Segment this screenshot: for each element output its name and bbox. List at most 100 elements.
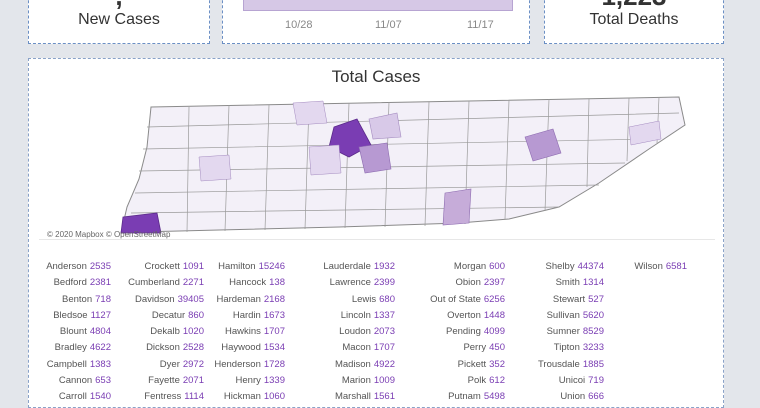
county-row[interactable]: Loudon 2073 xyxy=(323,324,395,340)
county-name: Campbell xyxy=(46,358,87,370)
county-cases: 4922 xyxy=(373,358,395,370)
county-column: Crockett 1091 Cumberland 2271 Davidson 39405 D… xyxy=(128,259,204,406)
county-map-svg[interactable] xyxy=(39,87,715,239)
county-cases: 718 xyxy=(95,293,111,305)
county-row[interactable]: Benton 718 xyxy=(46,292,111,308)
county-cases: 6581 xyxy=(665,261,687,272)
county-name: Marshall xyxy=(334,391,371,403)
county-row[interactable]: Carroll 1540 xyxy=(46,389,111,405)
county-cases: 4622 xyxy=(89,342,111,354)
county-row[interactable]: Sullivan 5620 xyxy=(538,308,604,324)
county-row[interactable]: Overton 1448 xyxy=(430,308,505,324)
county-name: Putnam xyxy=(448,391,481,403)
county-row[interactable]: Union 666 xyxy=(538,389,604,405)
county-row[interactable]: Out of State 6256 xyxy=(430,292,505,308)
county-name: Haywood xyxy=(221,342,261,354)
county-row[interactable]: Henry 1339 xyxy=(214,373,285,389)
county-cases: 860 xyxy=(188,309,204,321)
county-row[interactable]: Fayette 2071 xyxy=(128,373,204,389)
trend-tick: 10/28 xyxy=(285,19,313,31)
knox-county[interactable] xyxy=(524,128,562,162)
county-name: Hawkins xyxy=(224,326,261,338)
williamson-county[interactable] xyxy=(308,144,342,176)
county-row[interactable]: Obion 2397 xyxy=(430,275,506,291)
county-name: Smith xyxy=(555,277,580,289)
county-row[interactable]: Dickson 2528 xyxy=(128,340,204,356)
county-row[interactable]: Cannon 653 xyxy=(46,373,111,389)
county-row[interactable]: Macon 1707 xyxy=(323,340,395,356)
county-row[interactable]: Putnam 5498 xyxy=(430,389,505,405)
county-row[interactable]: Fentress 1114 xyxy=(128,389,204,405)
county-row[interactable]: Lawrence 2399 xyxy=(323,275,395,291)
county-cases: 680 xyxy=(379,293,395,305)
county-row[interactable]: Madison 4922 xyxy=(323,357,395,373)
county-cases: 1534 xyxy=(263,342,285,354)
county-name: Fentress xyxy=(144,391,182,403)
county-row[interactable]: Marshall 1561 xyxy=(323,389,395,405)
county-row[interactable]: Bedford 2381 xyxy=(46,275,111,291)
county-name: Bedford xyxy=(53,277,87,289)
hamilton-county[interactable] xyxy=(442,188,472,226)
county-row[interactable]: Dyer 2972 xyxy=(128,357,204,373)
sumner-county[interactable] xyxy=(368,112,402,140)
county-row[interactable]: Unicoi 719 xyxy=(538,373,604,389)
county-row[interactable]: Haywood 1534 xyxy=(214,340,285,356)
county-row[interactable]: Lincoln 1337 xyxy=(323,308,395,324)
county-row[interactable]: Sumner 8529 xyxy=(538,324,604,340)
county-row[interactable]: Hancock 138 xyxy=(214,275,285,291)
county-row[interactable]: Marion 1009 xyxy=(323,373,395,389)
state-outline xyxy=(120,96,686,234)
madison-county[interactable] xyxy=(198,154,232,182)
trend-card: 10/28 11/07 11/17 xyxy=(222,0,530,44)
county-row[interactable]: Bledsoe 1127 xyxy=(46,308,111,324)
county-cases: 1540 xyxy=(89,391,111,403)
county-name: Fayette xyxy=(148,375,180,387)
rutherford-county[interactable] xyxy=(358,142,392,174)
county-row[interactable]: Shelby 44374 xyxy=(538,259,604,275)
county-row[interactable]: Wilson 6581 xyxy=(634,259,687,275)
county-name: Loudon xyxy=(339,326,371,338)
sullivan-county[interactable] xyxy=(628,120,662,146)
county-row[interactable]: Lauderdale 1932 xyxy=(323,259,395,275)
county-row[interactable]: Smith 1314 xyxy=(538,275,604,291)
county-name: Pickett xyxy=(457,358,487,370)
map-copyright: © 2020 Mapbox © OpenStreetMap xyxy=(47,230,171,239)
montgomery-county[interactable] xyxy=(292,100,328,126)
county-row[interactable]: Cumberland 2271 xyxy=(128,275,204,291)
tennessee-map[interactable]: © 2020 Mapbox © OpenStreetMap xyxy=(39,87,715,240)
county-row[interactable]: Crockett 1091 xyxy=(128,259,204,275)
county-row[interactable]: Dekalb 1020 xyxy=(128,324,204,340)
county-name: Hancock xyxy=(229,277,267,289)
county-row[interactable]: Campbell 1383 xyxy=(46,357,111,373)
county-row[interactable]: Hamilton 15246 xyxy=(214,259,285,275)
county-cases: 4099 xyxy=(483,326,505,338)
county-row[interactable]: Trousdale 1885 xyxy=(538,357,604,373)
county-cases: 352 xyxy=(489,358,505,370)
county-name: Hardin xyxy=(232,309,261,321)
county-row[interactable]: Perry 450 xyxy=(430,340,505,356)
county-column: Morgan 600 Obion 2397 Out of State 6256 Overto… xyxy=(430,259,505,406)
county-row[interactable]: Pending 4099 xyxy=(430,324,505,340)
county-row[interactable]: Lewis 680 xyxy=(323,292,395,308)
county-row[interactable]: Hardeman 2168 xyxy=(214,292,286,308)
county-name: Hardeman xyxy=(216,293,261,305)
county-row[interactable]: Davidson 39405 xyxy=(128,292,204,308)
county-row[interactable]: Hardin 1673 xyxy=(214,308,285,324)
county-row[interactable]: Stewart 527 xyxy=(538,292,604,308)
county-row[interactable]: Decatur 860 xyxy=(128,308,204,324)
county-row[interactable]: Henderson 1728 xyxy=(214,357,285,373)
county-cases: 6256 xyxy=(483,293,505,305)
county-row[interactable]: Morgan 600 xyxy=(430,259,505,275)
county-row[interactable]: Hawkins 1707 xyxy=(214,324,285,340)
county-row[interactable]: Anderson 2535 xyxy=(46,259,111,275)
new-cases-value-clipped: , xyxy=(29,0,209,12)
county-row[interactable]: Blount 4804 xyxy=(46,324,111,340)
county-row[interactable]: Hickman 1060 xyxy=(214,389,285,405)
county-cases: 1337 xyxy=(373,309,395,321)
county-row[interactable]: Tipton 3233 xyxy=(538,340,604,356)
county-row[interactable]: Pickett 352 xyxy=(430,357,505,373)
shelby-county[interactable] xyxy=(120,212,162,234)
county-row[interactable]: Bradley 4622 xyxy=(46,340,111,356)
county-name: Tipton xyxy=(553,342,580,354)
county-row[interactable]: Polk 612 xyxy=(430,373,505,389)
